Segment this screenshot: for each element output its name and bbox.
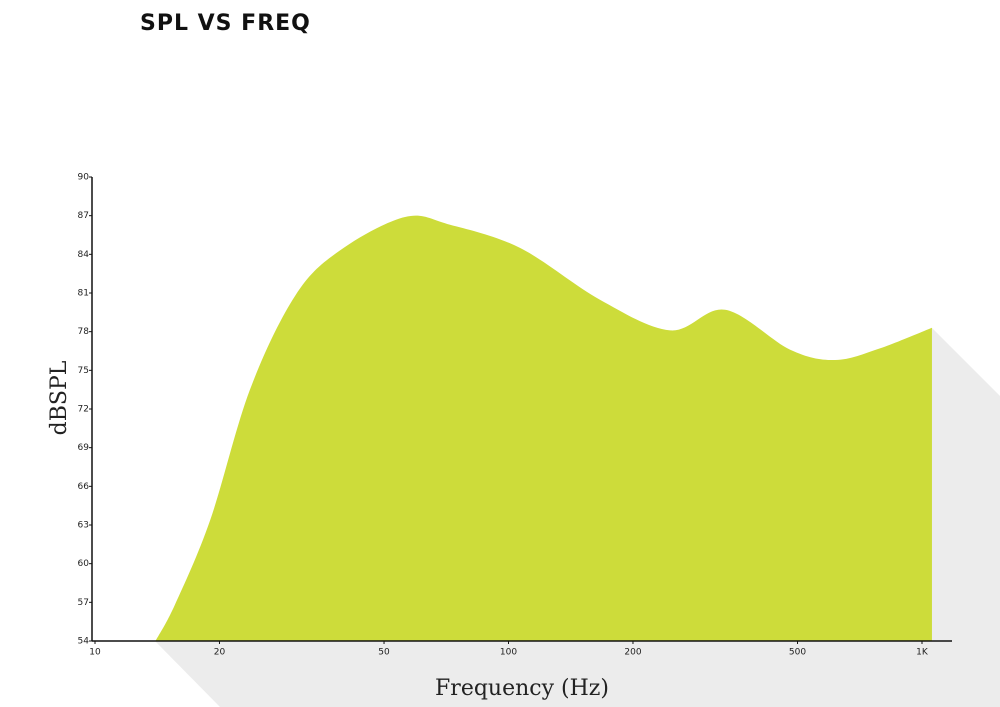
x-tick-label: 200 <box>624 648 641 658</box>
x-tick-label: 20 <box>214 648 226 658</box>
x-tick-label: 10 <box>89 648 101 658</box>
y-tick-label: 69 <box>78 443 90 453</box>
area <box>155 215 932 642</box>
y-tick-label: 60 <box>78 559 90 569</box>
y-tick-label: 90 <box>78 173 90 183</box>
x-tick-label: 100 <box>500 648 517 658</box>
y-tick-label: 72 <box>78 405 89 415</box>
y-tick-label: 84 <box>78 250 90 260</box>
y-axis-label: dBSPL <box>47 360 72 435</box>
y-tick-label: 57 <box>78 598 89 608</box>
x-tick-label: 500 <box>789 648 806 658</box>
x-tick-label: 1K <box>916 648 929 658</box>
y-tick-label: 87 <box>78 211 89 221</box>
y-tick-label: 81 <box>78 289 89 299</box>
y-tick-label: 54 <box>78 637 90 647</box>
x-tick-label: 50 <box>378 648 390 658</box>
y-tick-label: 78 <box>78 327 90 337</box>
y-tick-label: 66 <box>78 482 90 492</box>
y-tick-label: 75 <box>78 366 89 376</box>
plot-area <box>155 215 932 642</box>
x-axis-label: Frequency (Hz) <box>435 676 609 701</box>
chart-title: SPL VS FREQ <box>140 11 311 36</box>
y-tick-label: 63 <box>78 521 89 531</box>
